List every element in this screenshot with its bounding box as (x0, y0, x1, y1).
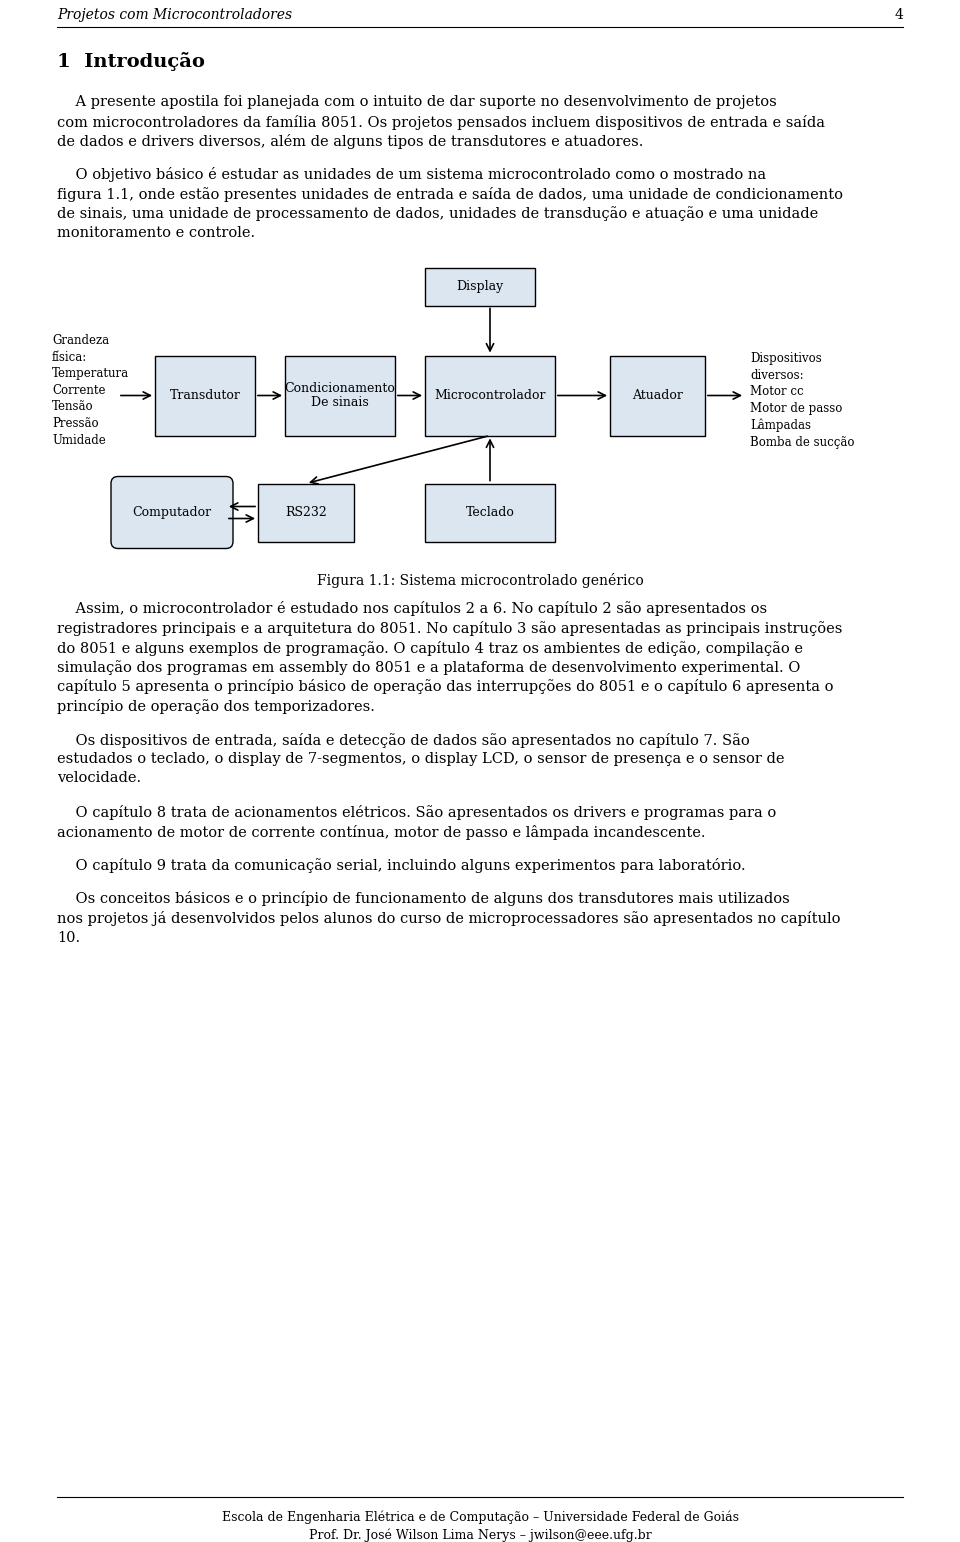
Text: Atuador: Atuador (632, 389, 683, 402)
FancyBboxPatch shape (285, 356, 395, 435)
Text: figura 1.1, onde estão presentes unidades de entrada e saída de dados, uma unida: figura 1.1, onde estão presentes unidade… (57, 187, 843, 202)
FancyBboxPatch shape (258, 484, 354, 541)
Text: A presente apostila foi planejada com o intuito de dar suporte no desenvolviment: A presente apostila foi planejada com o … (57, 96, 777, 109)
Text: capítulo 5 apresenta o princípio básico de operação das interrupções do 8051 e o: capítulo 5 apresenta o princípio básico … (57, 680, 833, 694)
Text: nos projetos já desenvolvidos pelos alunos do curso de microprocessadores são ap: nos projetos já desenvolvidos pelos alun… (57, 911, 841, 927)
FancyBboxPatch shape (425, 267, 535, 305)
Text: O objetivo básico é estudar as unidades de um sistema microcontrolado como o mos: O objetivo básico é estudar as unidades … (57, 168, 766, 182)
Text: Figura 1.1: Sistema microcontrolado genérico: Figura 1.1: Sistema microcontrolado gené… (317, 574, 643, 589)
FancyBboxPatch shape (155, 356, 255, 435)
Text: Transdutor: Transdutor (170, 389, 240, 402)
Text: Assim, o microcontrolador é estudado nos capítulos 2 a 6. No capítulo 2 são apre: Assim, o microcontrolador é estudado nos… (57, 601, 767, 617)
Text: Os conceitos básicos e o princípio de funcionamento de alguns dos transdutores m: Os conceitos básicos e o princípio de fu… (57, 891, 790, 907)
Text: O capítulo 8 trata de acionamentos elétricos. São apresentados os drivers e prog: O capítulo 8 trata de acionamentos elétr… (57, 805, 777, 820)
FancyBboxPatch shape (111, 476, 233, 549)
Text: Os dispositivos de entrada, saída e detecção de dados são apresentados no capítu: Os dispositivos de entrada, saída e dete… (57, 732, 750, 748)
Text: de sinais, uma unidade de processamento de dados, unidades de transdução e atuaç: de sinais, uma unidade de processamento … (57, 207, 818, 222)
Text: Projetos com Microcontroladores: Projetos com Microcontroladores (57, 8, 292, 22)
Text: RS232: RS232 (285, 506, 326, 520)
FancyBboxPatch shape (425, 484, 555, 541)
Text: de dados e drivers diversos, além de alguns tipos de transdutores e atuadores.: de dados e drivers diversos, além de alg… (57, 134, 643, 150)
Text: registradores principais e a arquitetura do 8051. No capítulo 3 são apresentadas: registradores principais e a arquitetura… (57, 621, 842, 635)
Text: Prof. Dr. José Wilson Lima Nerys – jwilson@eee.ufg.br: Prof. Dr. José Wilson Lima Nerys – jwils… (308, 1528, 652, 1542)
Text: Grandeza
física:
Temperatura
Corrente
Tensão
Pressão
Umidade: Grandeza física: Temperatura Corrente Te… (52, 335, 130, 447)
Text: Microcontrolador: Microcontrolador (434, 389, 545, 402)
Text: acionamento de motor de corrente contínua, motor de passo e lâmpada incandescent: acionamento de motor de corrente contínu… (57, 825, 706, 839)
Text: 10.: 10. (57, 930, 80, 945)
Text: Condicionamento
De sinais: Condicionamento De sinais (284, 381, 396, 410)
Text: estudados o teclado, o display de 7-segmentos, o display LCD, o sensor de presen: estudados o teclado, o display de 7-segm… (57, 752, 784, 766)
FancyBboxPatch shape (610, 356, 705, 435)
Text: princípio de operação dos temporizadores.: princípio de operação dos temporizadores… (57, 699, 374, 714)
Text: Display: Display (456, 281, 504, 293)
Text: Computador: Computador (132, 506, 211, 520)
Text: com microcontroladores da família 8051. Os projetos pensados incluem dispositivo: com microcontroladores da família 8051. … (57, 114, 825, 130)
FancyBboxPatch shape (425, 356, 555, 435)
Text: monitoramento e controle.: monitoramento e controle. (57, 227, 255, 241)
Text: Dispositivos
diversos:
Motor cc
Motor de passo
Lâmpadas
Bomba de sucção: Dispositivos diversos: Motor cc Motor de… (750, 353, 854, 449)
Text: 1  Introdução: 1 Introdução (57, 52, 204, 71)
Text: 4: 4 (894, 8, 903, 22)
Text: do 8051 e alguns exemplos de programação. O capítulo 4 traz os ambientes de ediç: do 8051 e alguns exemplos de programação… (57, 640, 803, 655)
Text: simulação dos programas em assembly do 8051 e a plataforma de desenvolvimento ex: simulação dos programas em assembly do 8… (57, 660, 801, 675)
Text: Teclado: Teclado (466, 506, 515, 520)
Text: O capítulo 9 trata da comunicação serial, incluindo alguns experimentos para lab: O capítulo 9 trata da comunicação serial… (57, 857, 746, 873)
Text: Escola de Engenharia Elétrica e de Computação – Universidade Federal de Goiás: Escola de Engenharia Elétrica e de Compu… (222, 1510, 738, 1523)
Text: velocidade.: velocidade. (57, 771, 141, 785)
